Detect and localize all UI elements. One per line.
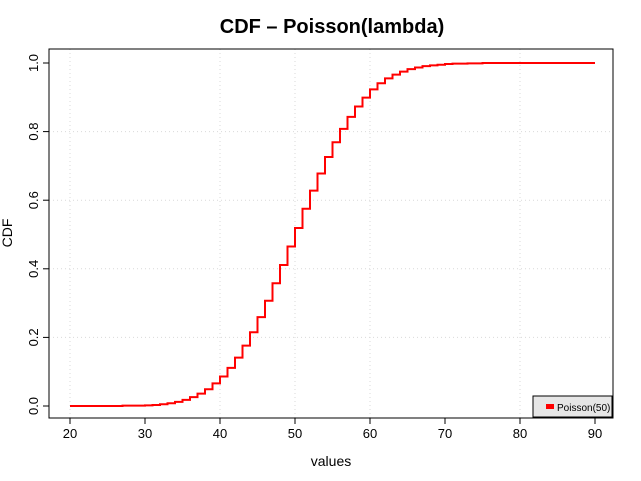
- x-axis: 20 30 40 50 60 70 80 90: [63, 418, 602, 441]
- series-group: [70, 62, 595, 407]
- legend-label: Poisson(50): [557, 403, 610, 414]
- legend: Poisson(50): [532, 395, 613, 418]
- x-axis-label: values: [311, 453, 351, 469]
- y-tick-label: 0.4: [26, 260, 41, 278]
- y-tick-label: 0.2: [26, 328, 41, 346]
- chart-title: CDF – Poisson(lambda): [220, 16, 444, 38]
- y-axis-label: CDF: [0, 219, 15, 248]
- x-tick-label: 70: [438, 426, 452, 441]
- y-axis: 0.0 0.2 0.4 0.6 0.8 1.0: [26, 54, 49, 415]
- y-tick-label: 1.0: [26, 54, 41, 72]
- x-tick-label: 20: [63, 426, 77, 441]
- y-tick-label: 0.0: [26, 397, 41, 415]
- legend-swatch: [546, 404, 554, 409]
- x-tick-label: 40: [213, 426, 227, 441]
- y-tick-label: 0.8: [26, 123, 41, 141]
- grid-lines: [49, 49, 613, 418]
- x-tick-label: 90: [588, 426, 602, 441]
- x-tick-label: 30: [138, 426, 152, 441]
- plot-frame: [48, 48, 614, 419]
- series-line-poisson: [70, 62, 595, 407]
- y-tick-label: 0.6: [26, 191, 41, 209]
- x-tick-label: 60: [363, 426, 377, 441]
- x-tick-label: 80: [513, 426, 527, 441]
- legend-box: [532, 395, 613, 418]
- x-tick-label: 50: [288, 426, 302, 441]
